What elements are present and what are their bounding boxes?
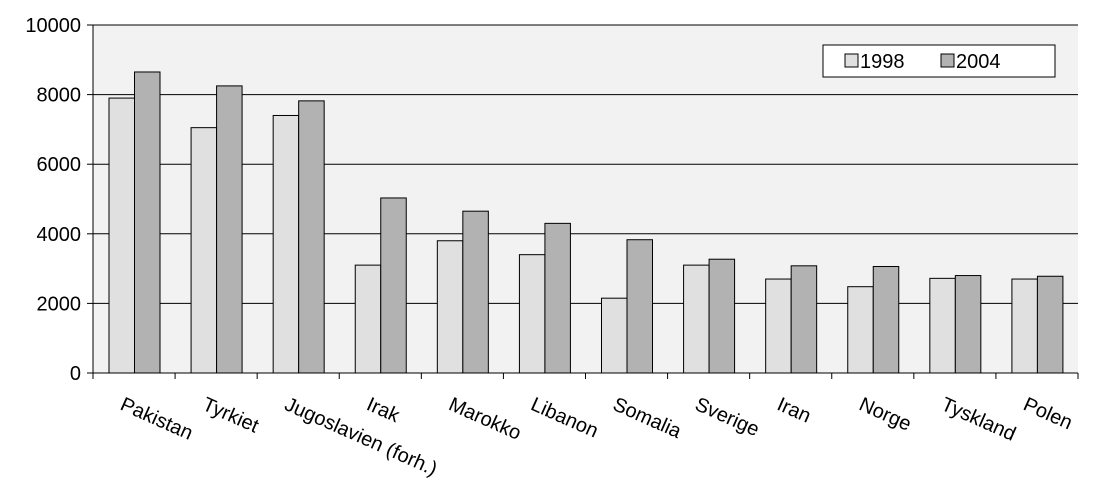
bar-1998-libanon bbox=[518, 254, 546, 374]
x-category-label: Marokko bbox=[445, 393, 524, 444]
bar-2004-jugoslavien-forh bbox=[298, 100, 325, 374]
y-tick-label: 6000 bbox=[37, 154, 82, 176]
y-tick-label: 0 bbox=[70, 363, 81, 385]
bar-2004-libanon bbox=[544, 222, 571, 374]
bar-1998-polen bbox=[1011, 278, 1038, 374]
bar-1998-sverige bbox=[683, 264, 710, 374]
bar-1998-pakistan bbox=[108, 97, 135, 374]
bar-1998-irak bbox=[354, 264, 382, 374]
legend-swatch-2004 bbox=[940, 53, 955, 68]
bar-2004-irak bbox=[380, 197, 407, 374]
y-tick-label: 8000 bbox=[37, 85, 82, 107]
bar-1998-iran bbox=[765, 278, 792, 374]
bar-1998-tyskland bbox=[929, 277, 956, 374]
bar-1998-marokko bbox=[436, 240, 464, 374]
x-category-label: Libanon bbox=[527, 393, 601, 442]
x-category-label: Pakistan bbox=[117, 393, 196, 444]
y-tick-label: 2000 bbox=[37, 293, 82, 315]
bar-2004-tyskland bbox=[954, 275, 982, 374]
legend-label-1998: 1998 bbox=[860, 51, 905, 73]
bar-1998-somalia bbox=[601, 297, 628, 374]
bar-2004-pakistan bbox=[134, 71, 161, 374]
y-tick-label: 4000 bbox=[37, 224, 82, 246]
bar-1998-norge bbox=[847, 286, 874, 374]
legend-label-2004: 2004 bbox=[956, 51, 1001, 73]
x-category-label: Tyskland bbox=[938, 393, 1019, 445]
x-category-label: Jugoslavien (forh.) bbox=[281, 393, 440, 480]
bar-2004-marokko bbox=[462, 210, 489, 374]
bar-2004-somalia bbox=[626, 239, 653, 374]
x-category-label: Iran bbox=[774, 393, 814, 427]
x-category-label: Tyrkiet bbox=[199, 393, 262, 437]
bar-2004-norge bbox=[872, 266, 900, 374]
x-category-label: Somalia bbox=[610, 393, 686, 443]
bar-1998-jugoslavien-forh bbox=[272, 114, 300, 374]
plot-area bbox=[93, 25, 1078, 373]
bar-2004-iran bbox=[790, 265, 818, 374]
x-category-label: Polen bbox=[1020, 393, 1076, 434]
bar-2004-sverige bbox=[708, 258, 736, 374]
x-category-label: Norge bbox=[856, 393, 915, 435]
legend: 1998 2004 bbox=[822, 44, 1056, 78]
x-category-label: Sverige bbox=[692, 393, 763, 441]
y-tick-label: 10000 bbox=[25, 15, 81, 37]
bar-2004-tyrkiet bbox=[216, 85, 243, 374]
bar-1998-tyrkiet bbox=[190, 127, 218, 374]
x-category-label: Irak bbox=[363, 393, 403, 427]
legend-swatch-1998 bbox=[844, 53, 859, 68]
legend-box bbox=[822, 44, 1056, 78]
bar-2004-polen bbox=[1036, 275, 1064, 374]
